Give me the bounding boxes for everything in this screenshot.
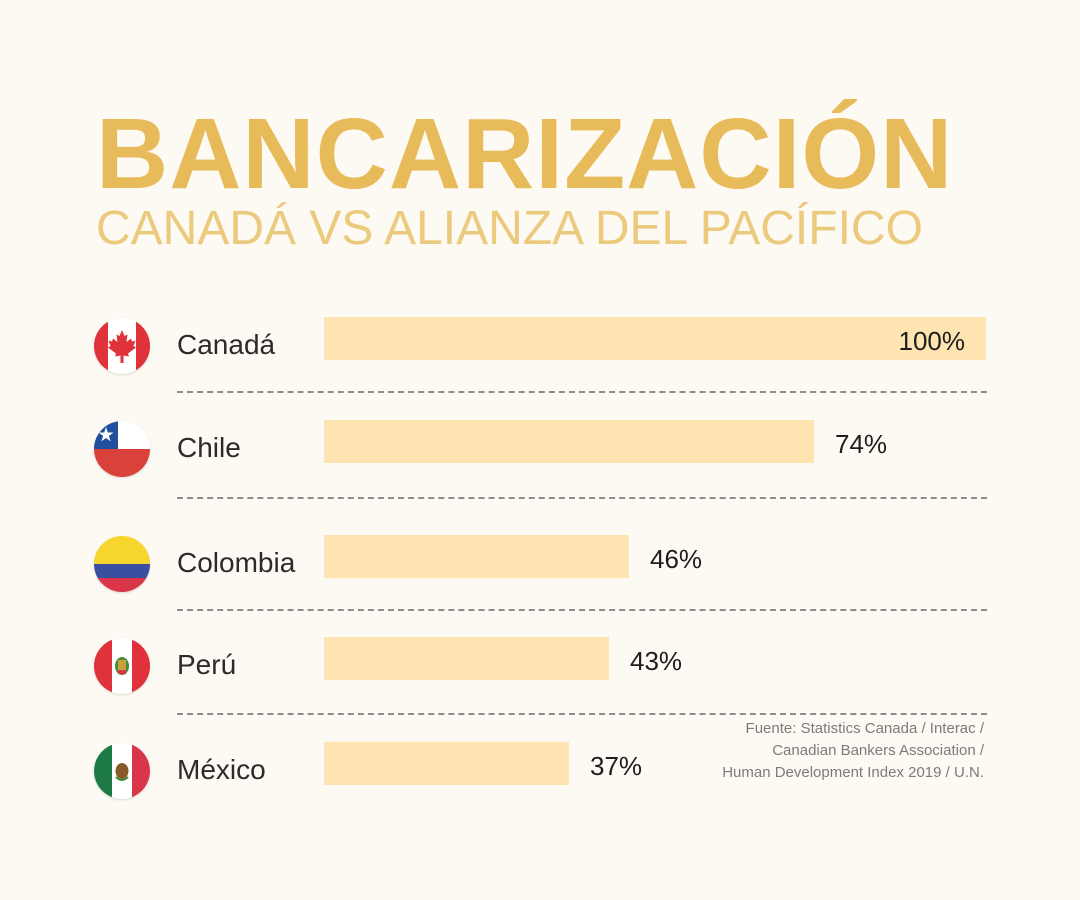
bar-chile	[324, 420, 814, 463]
value-label: 37%	[590, 751, 643, 781]
bar-row-canada: Canadá 100%	[0, 317, 1080, 377]
source-line: Canadian Bankers Association /	[772, 742, 984, 759]
row-divider	[177, 713, 987, 715]
row-divider	[177, 497, 987, 499]
bar-canada	[324, 317, 986, 360]
category-label: Canadá	[177, 329, 276, 360]
bar-row-colombia: Colombia 46%	[0, 535, 1080, 595]
category-label: México	[177, 754, 266, 785]
bar-mexico	[324, 742, 569, 785]
value-label: 74%	[835, 429, 888, 459]
value-label: 46%	[650, 544, 703, 574]
mexico-flag-icon	[94, 743, 150, 799]
value-label: 43%	[630, 646, 683, 676]
bar-row-peru: Perú 43%	[0, 637, 1080, 697]
colombia-flag-icon	[94, 536, 150, 592]
row-divider	[177, 391, 987, 393]
category-label: Chile	[177, 432, 241, 463]
chile-flag-icon	[94, 421, 150, 477]
chart-title: BANCARIZACIÓN	[96, 98, 954, 210]
bar-peru	[324, 637, 609, 680]
category-label: Colombia	[177, 547, 296, 578]
source-line: Human Development Index 2019 / U.N.	[722, 764, 984, 781]
category-label: Perú	[177, 649, 237, 680]
canada-flag-icon	[94, 318, 150, 374]
bar-colombia	[324, 535, 629, 578]
source-line: Fuente: Statistics Canada / Interac /	[745, 720, 984, 737]
bar-row-mexico: México 37%	[0, 742, 1080, 802]
chart-subtitle: CANADÁ VS ALIANZA DEL PACÍFICO	[96, 202, 923, 255]
value-label: 100%	[898, 326, 966, 356]
peru-flag-icon	[94, 638, 150, 694]
bar-row-chile: Chile 74%	[0, 420, 1080, 480]
row-divider	[177, 609, 987, 611]
source-note: Fuente: Statistics Canada / Interac / Ca…	[722, 718, 984, 784]
